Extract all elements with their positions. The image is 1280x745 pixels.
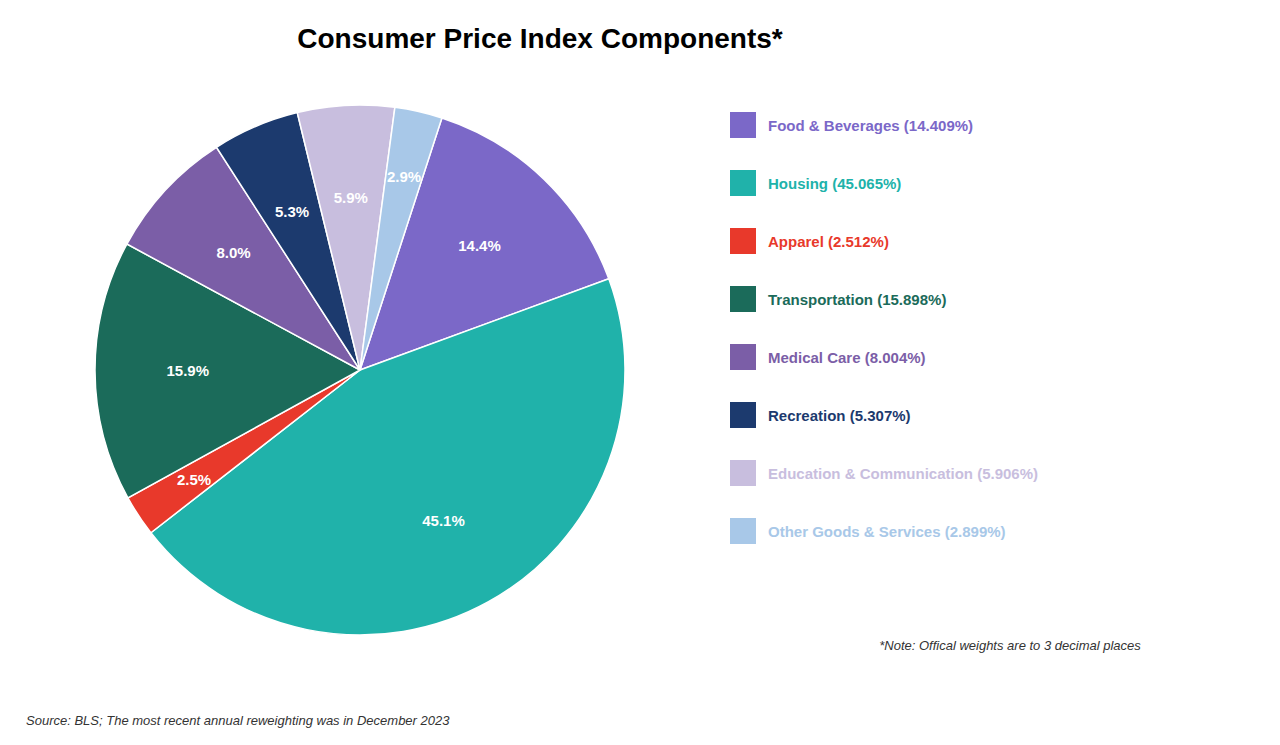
legend-item: Transportation (15.898%)	[730, 286, 946, 312]
legend-label: Apparel (2.512%)	[768, 233, 889, 250]
legend-item: Other Goods & Services (2.899%)	[730, 518, 1006, 544]
data-label: 5.9%	[334, 189, 368, 206]
data-label: 5.3%	[275, 203, 309, 220]
legend-swatch	[730, 402, 756, 428]
note: *Note: Offical weights are to 3 decimal …	[879, 638, 1141, 653]
data-label: 45.1%	[422, 512, 465, 529]
pie-slice	[360, 107, 442, 370]
legend-label: Medical Care (8.004%)	[768, 349, 926, 366]
legend-label: Housing (45.065%)	[768, 175, 901, 192]
data-labels: 14.4% 45.1% 2.5% 15.9% 8.0% 5.3% 5.9% 2.9%	[166, 168, 500, 529]
legend-label: Other Goods & Services (2.899%)	[768, 523, 1006, 540]
data-label: 2.5%	[177, 471, 211, 488]
source: Source: BLS; The most recent annual rewe…	[26, 713, 450, 728]
pie	[95, 105, 625, 635]
data-label: 14.4%	[458, 237, 501, 254]
legend-swatch	[730, 286, 756, 312]
legend-swatch	[730, 344, 756, 370]
legend-item: Education & Communication (5.906%)	[730, 460, 1038, 486]
data-label: 2.9%	[387, 168, 421, 185]
legend-item: Housing (45.065%)	[730, 170, 901, 196]
data-label: 15.9%	[166, 362, 209, 379]
legend-label: Recreation (5.307%)	[768, 407, 911, 424]
chart-title: Consumer Price Index Components*	[297, 23, 783, 54]
legend-item: Food & Beverages (14.409%)	[730, 112, 973, 138]
legend: Food & Beverages (14.409%) Housing (45.06…	[730, 112, 1038, 544]
data-label: 8.0%	[216, 244, 250, 261]
legend-swatch	[730, 518, 756, 544]
legend-label: Transportation (15.898%)	[768, 291, 946, 308]
chart-root: Consumer Price Index Components* 14.4% 45.…	[0, 0, 1280, 745]
legend-swatch	[730, 170, 756, 196]
legend-swatch	[730, 460, 756, 486]
legend-label: Education & Communication (5.906%)	[768, 465, 1038, 482]
legend-item: Medical Care (8.004%)	[730, 344, 926, 370]
legend-item: Apparel (2.512%)	[730, 228, 889, 254]
legend-swatch	[730, 228, 756, 254]
legend-label: Food & Beverages (14.409%)	[768, 117, 973, 134]
legend-swatch	[730, 112, 756, 138]
legend-item: Recreation (5.307%)	[730, 402, 911, 428]
